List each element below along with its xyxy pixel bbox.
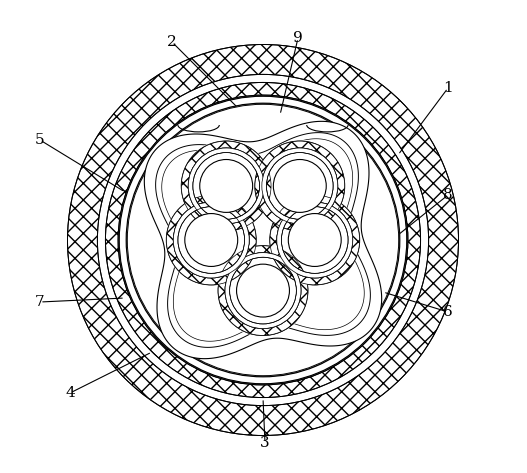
Circle shape <box>218 246 308 335</box>
Circle shape <box>237 264 289 317</box>
Circle shape <box>274 159 326 212</box>
Text: 6: 6 <box>443 305 453 319</box>
Circle shape <box>200 159 252 212</box>
Circle shape <box>181 141 271 231</box>
Text: 7: 7 <box>35 295 45 309</box>
Text: 2: 2 <box>167 35 177 49</box>
Text: 1: 1 <box>443 81 453 95</box>
Text: 8: 8 <box>443 188 453 202</box>
Circle shape <box>217 245 309 336</box>
Circle shape <box>167 195 256 285</box>
Circle shape <box>105 82 421 397</box>
Text: 9: 9 <box>293 31 303 45</box>
Text: 4: 4 <box>65 386 75 400</box>
Circle shape <box>185 213 238 266</box>
Text: 5: 5 <box>35 133 45 147</box>
Circle shape <box>165 194 257 286</box>
Circle shape <box>270 195 359 285</box>
Text: 3: 3 <box>260 436 270 450</box>
Circle shape <box>67 44 458 436</box>
Circle shape <box>255 141 345 231</box>
Circle shape <box>254 140 346 232</box>
Circle shape <box>126 103 400 377</box>
Polygon shape <box>144 122 382 359</box>
Circle shape <box>119 96 407 384</box>
Polygon shape <box>162 139 364 341</box>
Circle shape <box>269 194 360 286</box>
Circle shape <box>288 213 341 266</box>
Circle shape <box>180 140 272 232</box>
Polygon shape <box>155 132 370 347</box>
